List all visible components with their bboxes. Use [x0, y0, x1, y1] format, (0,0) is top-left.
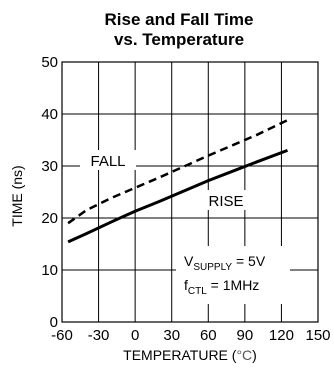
y-tick-label: 50	[41, 54, 58, 71]
fall-label: FALL	[90, 153, 125, 170]
conditions-annotation: VSUPPLY = 5V fCTL = 1MHz	[176, 246, 290, 304]
x-tick-label: 60	[200, 327, 217, 344]
x-tick-label: 150	[305, 327, 330, 344]
series-line-fall	[67, 119, 289, 225]
x-tick-label: 120	[269, 327, 294, 344]
series-line-rise	[67, 148, 289, 244]
y-tick-label: 10	[41, 262, 58, 279]
x-tick-label: 90	[237, 327, 254, 344]
y-tick-label: 20	[41, 210, 58, 227]
x-tick-label: 0	[131, 327, 139, 344]
control-frequency-note: fCTL = 1MHz	[184, 277, 259, 297]
fall-label-bg	[80, 150, 136, 170]
series-group	[67, 119, 289, 244]
rise-label-bg	[200, 190, 252, 210]
plot-frame	[61, 61, 319, 323]
y-axis-label: TIME (ns)	[9, 165, 25, 226]
x-axis-label: TEMPERATURE (°C)	[123, 347, 257, 363]
y-tick-label: 40	[41, 106, 58, 123]
y-tick-label: 0	[50, 314, 58, 331]
x-tick-label: -30	[88, 327, 110, 344]
chart-title-line1: Rise and Fall Time	[105, 10, 254, 29]
rise-label: RISE	[208, 193, 243, 210]
supply-voltage-note: VSUPPLY = 5V	[184, 253, 266, 273]
chart-title-line2: vs. Temperature	[114, 30, 244, 49]
x-tick-label: -60	[51, 327, 73, 344]
tick-labels: -60 -30 0 30 60 90 120 150 0 10 20 30 40 50	[41, 54, 330, 344]
y-tick-label: 30	[41, 158, 58, 175]
x-tick-label: 30	[163, 327, 180, 344]
series-labels: FALL RISE	[80, 150, 252, 210]
